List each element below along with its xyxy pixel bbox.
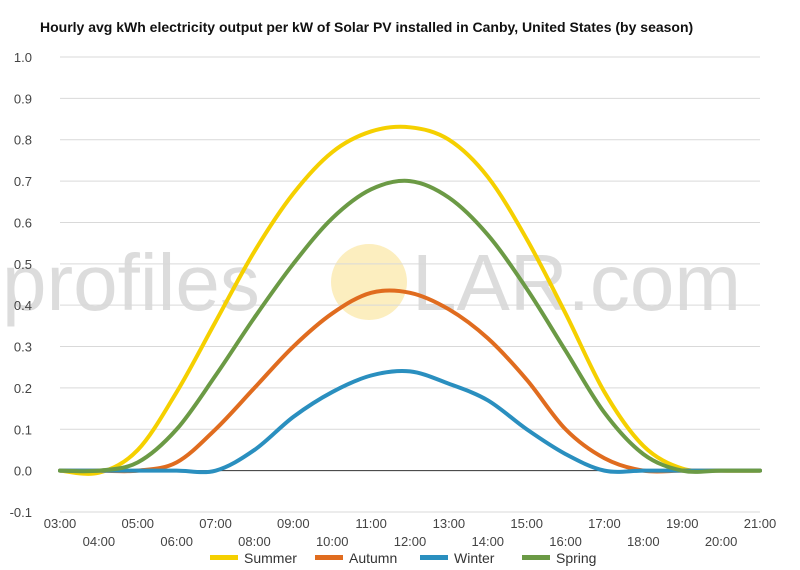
y-tick-label: 0.6: [14, 215, 32, 230]
y-tick-label: 0.0: [14, 464, 32, 479]
x-tick-label: 05:00: [122, 516, 155, 531]
x-tick-label: 11:00: [355, 516, 387, 531]
grid: [60, 56, 760, 513]
chart-title: Hourly avg kWh electricity output per kW…: [40, 19, 694, 35]
x-tick-label: 16:00: [549, 534, 582, 549]
x-tick-label: 04:00: [83, 534, 116, 549]
y-tick-label: 0.1: [14, 422, 32, 437]
y-tick-label: 0.2: [14, 381, 32, 396]
legend-label-autumn: Autumn: [349, 550, 397, 566]
x-tick-label: 20:00: [705, 534, 738, 549]
y-tick-label: 0.4: [14, 298, 32, 313]
legend-swatch-summer: [210, 555, 238, 560]
legend-swatch-winter: [420, 555, 448, 560]
legend-label-winter: Winter: [454, 550, 495, 566]
legend-label-summer: Summer: [244, 550, 297, 566]
x-tick-label: 10:00: [316, 534, 349, 549]
x-tick-label: 17:00: [588, 516, 621, 531]
series-line-summer: [58, 124, 762, 476]
legend: Summer Autumn Winter Spring: [210, 550, 596, 566]
x-tick-label: 03:00: [44, 516, 77, 531]
series-line-spring: [58, 178, 762, 474]
legend-label-spring: Spring: [556, 550, 596, 566]
x-tick-label: 07:00: [199, 516, 232, 531]
x-tick-label: 06:00: [160, 534, 193, 549]
series-group: [58, 124, 762, 476]
y-tick-label: 0.8: [14, 133, 32, 148]
watermark-text-right: LAR.com: [412, 238, 741, 327]
x-tick-label: 13:00: [433, 516, 466, 531]
x-tick-label: 14:00: [472, 534, 505, 549]
x-tick-label: 09:00: [277, 516, 310, 531]
y-tick-label: 0.3: [14, 340, 32, 355]
legend-swatch-autumn: [315, 555, 343, 560]
watermark-text-left: profiles: [2, 238, 260, 327]
y-tick-label: 0.9: [14, 91, 32, 106]
x-tick-label: 08:00: [238, 534, 271, 549]
x-tick-label: 19:00: [666, 516, 699, 531]
x-tick-label: 18:00: [627, 534, 660, 549]
y-tick-label: 0.7: [14, 174, 32, 189]
watermark: profiles LAR.com: [2, 238, 741, 327]
y-tick-label: 0.5: [14, 257, 32, 272]
x-tick-label: 21:00: [744, 516, 777, 531]
x-tick-label: 15:00: [510, 516, 543, 531]
y-axis: -0.1 0.0 0.1 0.2 0.3 0.4 0.5 0.6 0.7 0.8 0.9 1.0: [10, 50, 32, 520]
x-tick-label: 12:00: [394, 534, 427, 549]
x-axis: 03:00 04:00 05:00 06:00 07:00 08:00 09:00 10:00…: [44, 516, 777, 549]
y-tick-label: 1.0: [14, 50, 32, 65]
legend-swatch-spring: [522, 555, 550, 560]
y-tick-label: -0.1: [10, 505, 32, 520]
series-line-winter: [58, 368, 762, 475]
